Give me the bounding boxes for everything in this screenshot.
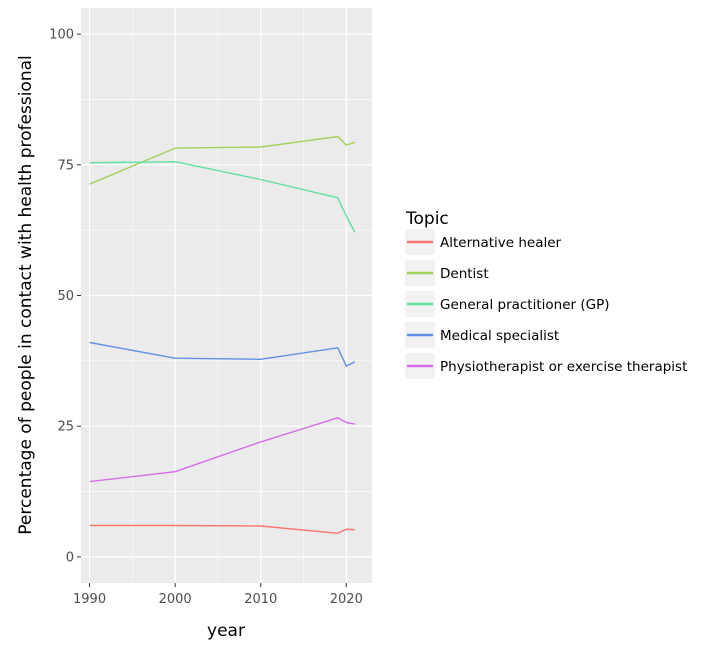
legend-items: Alternative healer Dentist General practit…: [405, 229, 687, 379]
x-tick-label: 1990: [73, 592, 106, 607]
legend-label: Physiotherapist or exercise therapist: [440, 359, 687, 375]
y-tick-label: 100: [49, 28, 74, 43]
y-tick-label: 75: [57, 158, 74, 173]
y-axis-title: Percentage of people in contact with hea…: [16, 55, 36, 534]
y-tick-label: 0: [66, 550, 74, 565]
series-line-3: [89, 341, 356, 367]
series-line-4: [89, 417, 356, 483]
series-lines: [89, 135, 356, 534]
x-axis-title: year: [207, 621, 245, 641]
major-gridlines: [81, 8, 372, 583]
x-tick-label: 2020: [330, 592, 363, 607]
legend: Topic Alternative healer Dentist General p…: [405, 209, 687, 379]
x-tick-label: 2000: [159, 592, 192, 607]
series-line-0: [89, 524, 355, 534]
legend-label: Dentist: [440, 266, 489, 282]
series-line-2: [89, 161, 356, 233]
legend-title: Topic: [405, 209, 449, 229]
tick-labels: 1990 2000 2010 2020 0 25 50 75 100: [49, 28, 363, 607]
legend-label: General practitioner (GP): [440, 297, 610, 313]
y-tick-label: 50: [57, 289, 74, 304]
x-tick-label: 2010: [244, 592, 277, 607]
legend-label: Alternative healer: [440, 235, 562, 251]
legend-label: Medical specialist: [440, 328, 559, 344]
series-line-1: [89, 135, 356, 185]
axis-ticks: [77, 33, 347, 587]
y-tick-label: 25: [57, 420, 74, 435]
